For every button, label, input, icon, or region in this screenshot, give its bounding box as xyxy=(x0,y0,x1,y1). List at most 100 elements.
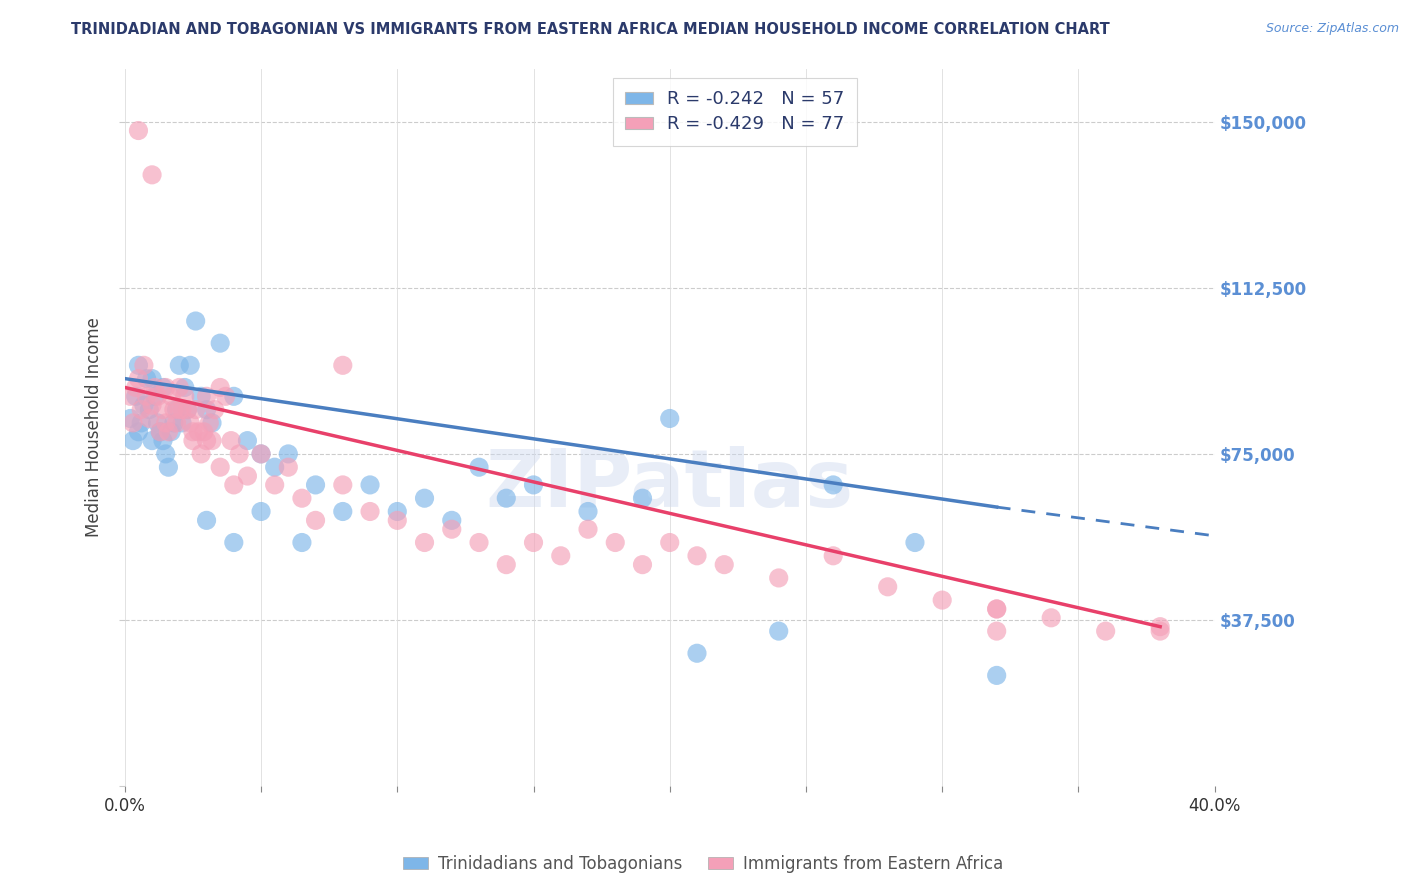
Point xyxy=(163,402,186,417)
Point xyxy=(277,460,299,475)
Point xyxy=(132,359,155,373)
Point xyxy=(986,602,1008,616)
Point xyxy=(413,535,436,549)
Point xyxy=(986,602,1008,616)
Point xyxy=(658,535,681,549)
Point xyxy=(495,558,517,572)
Point xyxy=(263,460,285,475)
Point xyxy=(166,416,188,430)
Point xyxy=(152,402,174,417)
Point xyxy=(201,416,224,430)
Point xyxy=(169,402,191,417)
Point xyxy=(152,380,174,394)
Point xyxy=(468,460,491,475)
Point xyxy=(193,425,215,439)
Point xyxy=(209,336,232,351)
Point xyxy=(291,491,314,506)
Point xyxy=(173,389,195,403)
Point xyxy=(876,580,898,594)
Point xyxy=(181,434,204,448)
Point xyxy=(120,411,142,425)
Point xyxy=(155,416,177,430)
Point xyxy=(658,411,681,425)
Point xyxy=(149,425,172,439)
Point xyxy=(263,478,285,492)
Point xyxy=(169,380,191,394)
Point xyxy=(141,398,163,412)
Point xyxy=(190,389,212,403)
Point xyxy=(169,359,191,373)
Point xyxy=(170,416,193,430)
Point xyxy=(160,425,183,439)
Point xyxy=(163,416,186,430)
Y-axis label: Median Household Income: Median Household Income xyxy=(86,318,103,537)
Text: TRINIDADIAN AND TOBAGONIAN VS IMMIGRANTS FROM EASTERN AFRICA MEDIAN HOUSEHOLD IN: TRINIDADIAN AND TOBAGONIAN VS IMMIGRANTS… xyxy=(72,22,1109,37)
Point xyxy=(986,668,1008,682)
Point xyxy=(986,624,1008,639)
Point xyxy=(143,389,166,403)
Legend: Trinidadians and Tobagonians, Immigrants from Eastern Africa: Trinidadians and Tobagonians, Immigrants… xyxy=(396,848,1010,880)
Point xyxy=(179,359,201,373)
Point xyxy=(222,535,245,549)
Point xyxy=(173,380,195,394)
Point xyxy=(135,371,157,385)
Point xyxy=(181,425,204,439)
Point xyxy=(332,504,354,518)
Point xyxy=(122,416,145,430)
Point xyxy=(141,168,163,182)
Point xyxy=(904,535,927,549)
Point xyxy=(138,402,160,417)
Point xyxy=(440,522,463,536)
Point xyxy=(157,460,180,475)
Point xyxy=(413,491,436,506)
Point xyxy=(132,398,155,412)
Point xyxy=(143,380,166,394)
Point xyxy=(277,447,299,461)
Point xyxy=(190,447,212,461)
Point xyxy=(179,416,201,430)
Legend: R = -0.242   N = 57, R = -0.429   N = 77: R = -0.242 N = 57, R = -0.429 N = 77 xyxy=(613,78,856,146)
Point xyxy=(127,359,149,373)
Point xyxy=(605,535,627,549)
Point xyxy=(931,593,953,607)
Point xyxy=(120,389,142,403)
Point xyxy=(129,402,152,417)
Point xyxy=(522,535,544,549)
Point xyxy=(214,389,236,403)
Point xyxy=(250,504,273,518)
Point xyxy=(138,411,160,425)
Point xyxy=(149,425,172,439)
Point xyxy=(1149,624,1171,639)
Point xyxy=(304,513,326,527)
Point xyxy=(576,504,599,518)
Point xyxy=(209,460,232,475)
Point xyxy=(125,380,148,394)
Point xyxy=(195,402,218,417)
Point xyxy=(195,434,218,448)
Point xyxy=(250,447,273,461)
Point xyxy=(631,558,654,572)
Point xyxy=(222,478,245,492)
Point xyxy=(236,434,259,448)
Point xyxy=(468,535,491,549)
Point xyxy=(768,624,790,639)
Point xyxy=(440,513,463,527)
Point xyxy=(209,380,232,394)
Point xyxy=(250,447,273,461)
Point xyxy=(184,402,207,417)
Point xyxy=(332,359,354,373)
Point xyxy=(359,504,381,518)
Point xyxy=(631,491,654,506)
Point xyxy=(141,434,163,448)
Point xyxy=(127,123,149,137)
Point xyxy=(195,389,218,403)
Point xyxy=(823,549,845,563)
Point xyxy=(135,389,157,403)
Point xyxy=(228,447,250,461)
Point xyxy=(157,425,180,439)
Point xyxy=(176,402,198,417)
Point xyxy=(332,478,354,492)
Point xyxy=(184,314,207,328)
Point xyxy=(576,522,599,536)
Point xyxy=(155,447,177,461)
